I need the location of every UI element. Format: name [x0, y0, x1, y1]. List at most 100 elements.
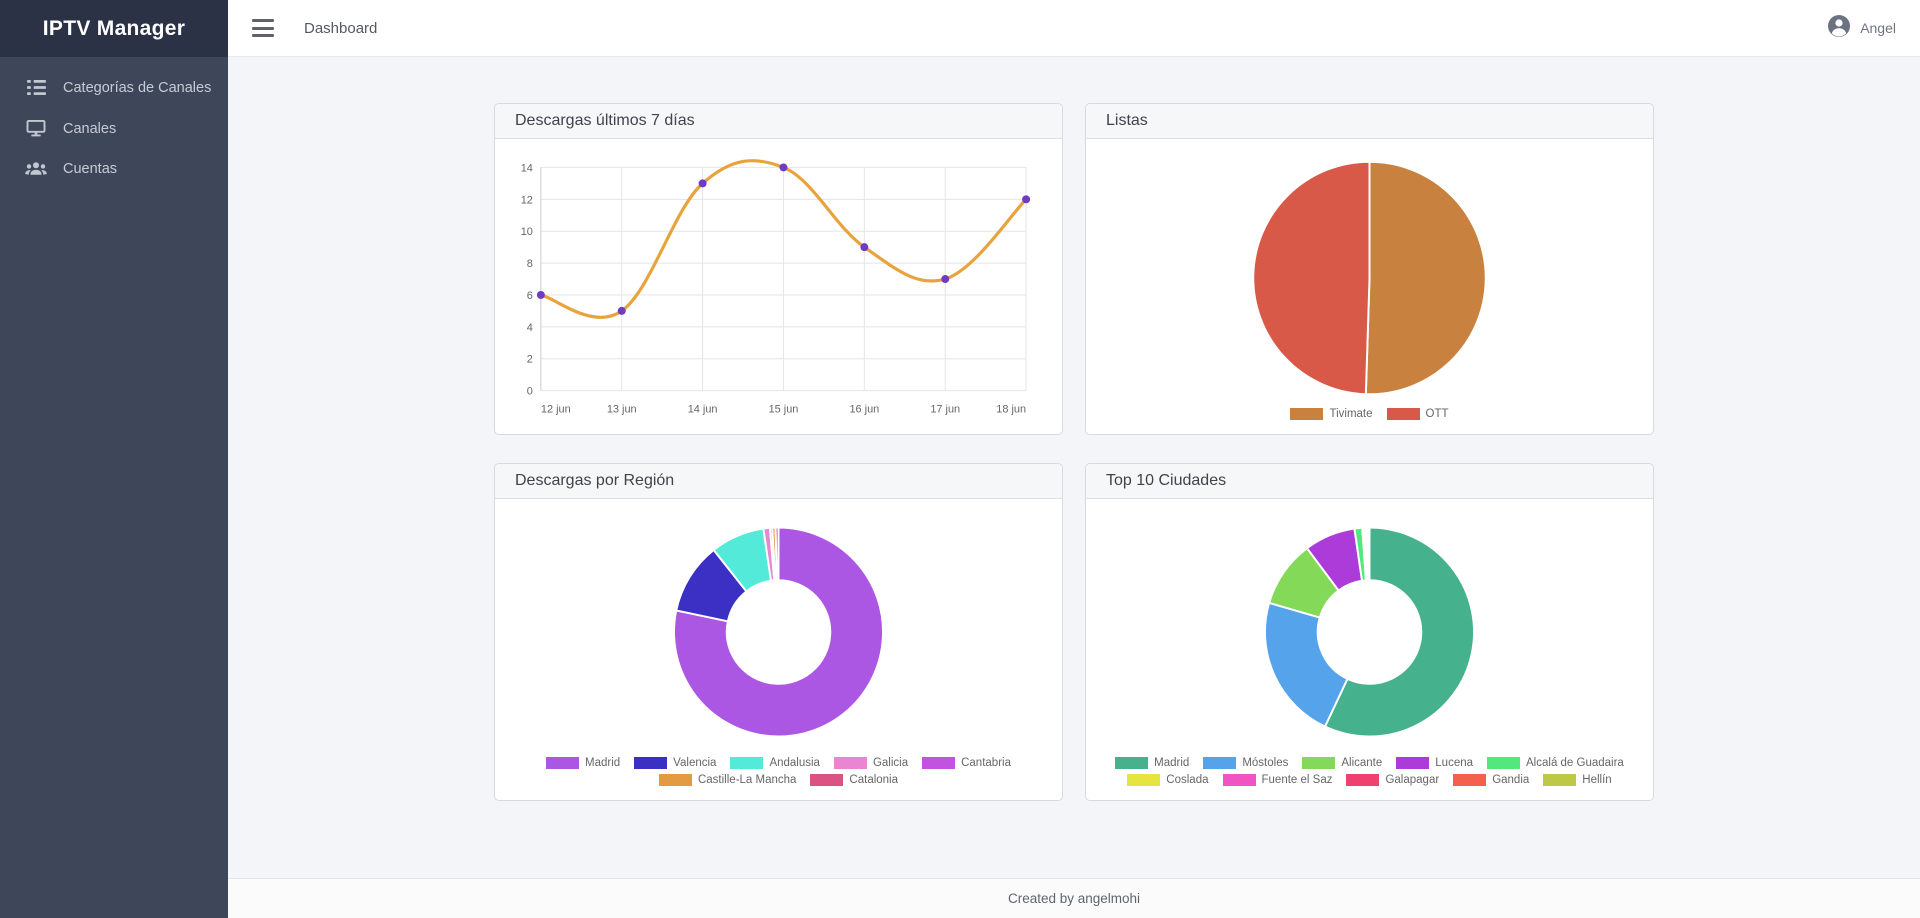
- svg-text:15 jun: 15 jun: [769, 404, 799, 416]
- legend-item[interactable]: Coslada: [1127, 774, 1209, 786]
- legend-item[interactable]: Alcalá de Guadaira: [1487, 757, 1624, 769]
- sidebar-item-label: Canales: [63, 120, 117, 137]
- top-navbar: Dashboard Angel: [228, 0, 1920, 57]
- doughnut-chart-ciudades: [1096, 507, 1643, 757]
- card-listas: Listas Tivimate OTT: [1085, 103, 1654, 435]
- line-chart-descargas: 0 2 4 6 8 10 12 14 12 jun 13 jun 14 jun 15 jun 16 ju…: [505, 147, 1052, 425]
- legend-swatch: [730, 757, 764, 769]
- user-name: Angel: [1860, 20, 1896, 36]
- legend-item[interactable]: Catalonia: [810, 774, 898, 786]
- legend-item[interactable]: Fuente el Saz: [1222, 774, 1333, 786]
- card-descargas-7-dias: Descargas últimos 7 días 0 2 4 6 8 10 12 14 12 j…: [494, 103, 1063, 435]
- svg-text:16 jun: 16 jun: [849, 404, 879, 416]
- legend-label: Andalusia: [769, 757, 820, 769]
- legend-item[interactable]: Castille-La Mancha: [658, 774, 797, 786]
- svg-text:18 jun: 18 jun: [996, 404, 1026, 416]
- svg-text:14 jun: 14 jun: [688, 404, 718, 416]
- legend-label: Valencia: [673, 757, 717, 769]
- legend-swatch: [1396, 757, 1430, 769]
- sidebar-item-label: Categorías de Canales: [63, 79, 212, 96]
- legend-label: Cantabria: [961, 757, 1011, 769]
- card-header: Descargas por Región: [495, 464, 1062, 499]
- legend-label: Galicia: [872, 757, 909, 769]
- legend-swatch: [634, 757, 668, 769]
- legend-label: Hellín: [1582, 774, 1612, 786]
- users-icon: [24, 161, 48, 177]
- sidebar-item-canales[interactable]: Canales: [0, 108, 228, 149]
- legend-item[interactable]: Hellín: [1543, 774, 1612, 786]
- legend-swatch: [833, 757, 867, 769]
- sidebar: IPTV Manager Categorías de Canales Canale…: [0, 0, 228, 918]
- legend-label: Alcalá de Guadaira: [1526, 757, 1624, 769]
- user-menu[interactable]: Angel: [1826, 13, 1896, 44]
- legend-item[interactable]: Madrid: [546, 757, 620, 769]
- legend-item[interactable]: Cantabria: [922, 757, 1011, 769]
- doughnut-chart-region: [505, 507, 1052, 757]
- legend-item[interactable]: Galapagar: [1346, 774, 1439, 786]
- sidebar-item-cuentas[interactable]: Cuentas: [0, 149, 228, 189]
- card-title: Descargas por Región: [515, 472, 675, 489]
- main-content: Descargas últimos 7 días 0 2 4 6 8 10 12 14 12 j…: [228, 57, 1920, 878]
- sidebar-menu: Categorías de Canales Canales Cuentas: [0, 57, 228, 189]
- user-circle-icon: [1826, 13, 1852, 44]
- card-header: Top 10 Ciudades: [1086, 464, 1653, 499]
- sidebar-header: IPTV Manager: [0, 0, 228, 57]
- svg-text:4: 4: [527, 322, 533, 334]
- legend-item[interactable]: Móstoles: [1203, 757, 1288, 769]
- legend-ciudades: Madrid Móstoles Alicante Lucena Alcalá de Gu…: [1096, 757, 1643, 790]
- legend-region: Madrid Valencia Andalusia Galicia Cantabria C…: [505, 757, 1052, 790]
- legend-item[interactable]: Lucena: [1396, 757, 1473, 769]
- card-header: Listas: [1086, 104, 1653, 139]
- legend-item[interactable]: OTT: [1386, 408, 1449, 420]
- svg-text:8: 8: [527, 258, 533, 270]
- legend-swatch: [1453, 774, 1487, 786]
- legend-item[interactable]: Valencia: [634, 757, 716, 769]
- card-title: Top 10 Ciudades: [1106, 472, 1227, 489]
- legend-label: Tivimate: [1329, 408, 1373, 420]
- legend-item[interactable]: Galicia: [833, 757, 909, 769]
- footer-credit: Created by angelmohi: [1007, 891, 1141, 906]
- svg-text:6: 6: [527, 290, 533, 302]
- legend-listas: Tivimate OTT: [1290, 408, 1449, 424]
- card-header: Descargas últimos 7 días: [495, 104, 1062, 139]
- breadcrumb-dashboard[interactable]: Dashboard: [304, 19, 378, 37]
- app-title: IPTV Manager: [42, 16, 186, 40]
- legend-swatch: [1346, 774, 1380, 786]
- card-title: Listas: [1106, 112, 1148, 129]
- svg-text:2: 2: [527, 354, 533, 366]
- legend-label: Galapagar: [1385, 774, 1440, 786]
- legend-swatch: [546, 757, 580, 769]
- list-icon: [24, 79, 48, 96]
- page-footer: Created by angelmohi: [228, 878, 1920, 918]
- hamburger-icon[interactable]: [252, 19, 274, 37]
- legend-swatch: [1302, 757, 1336, 769]
- legend-swatch: [1386, 408, 1420, 420]
- legend-label: Coslada: [1166, 774, 1209, 786]
- legend-label: Fuente el Saz: [1261, 774, 1333, 786]
- card-title: Descargas últimos 7 días: [515, 112, 695, 129]
- card-top-ciudades: Top 10 Ciudades Madrid Móstoles Alicante Lu…: [1085, 463, 1654, 801]
- legend-label: Gandia: [1492, 774, 1530, 786]
- sidebar-item-categorias[interactable]: Categorías de Canales: [0, 67, 228, 108]
- svg-text:13 jun: 13 jun: [607, 404, 637, 416]
- legend-label: Madrid: [585, 757, 621, 769]
- legend-label: Castille-La Mancha: [697, 774, 797, 786]
- legend-swatch: [658, 774, 692, 786]
- legend-swatch: [810, 774, 844, 786]
- legend-item[interactable]: Madrid: [1115, 757, 1189, 769]
- legend-item[interactable]: Gandia: [1453, 774, 1529, 786]
- sidebar-item-label: Cuentas: [63, 161, 118, 177]
- svg-text:12: 12: [521, 194, 533, 206]
- card-descargas-region: Descargas por Región Madrid Valencia Andal…: [494, 463, 1063, 801]
- svg-text:12 jun: 12 jun: [541, 404, 571, 416]
- legend-swatch: [1115, 757, 1149, 769]
- legend-label: Catalonia: [849, 774, 899, 786]
- legend-swatch: [1487, 757, 1521, 769]
- legend-item[interactable]: Alicante: [1302, 757, 1382, 769]
- legend-swatch: [1290, 408, 1324, 420]
- legend-item[interactable]: Andalusia: [730, 757, 820, 769]
- legend-label: Alicante: [1341, 757, 1383, 769]
- legend-swatch: [1127, 774, 1161, 786]
- svg-text:17 jun: 17 jun: [930, 404, 960, 416]
- legend-item[interactable]: Tivimate: [1290, 408, 1373, 420]
